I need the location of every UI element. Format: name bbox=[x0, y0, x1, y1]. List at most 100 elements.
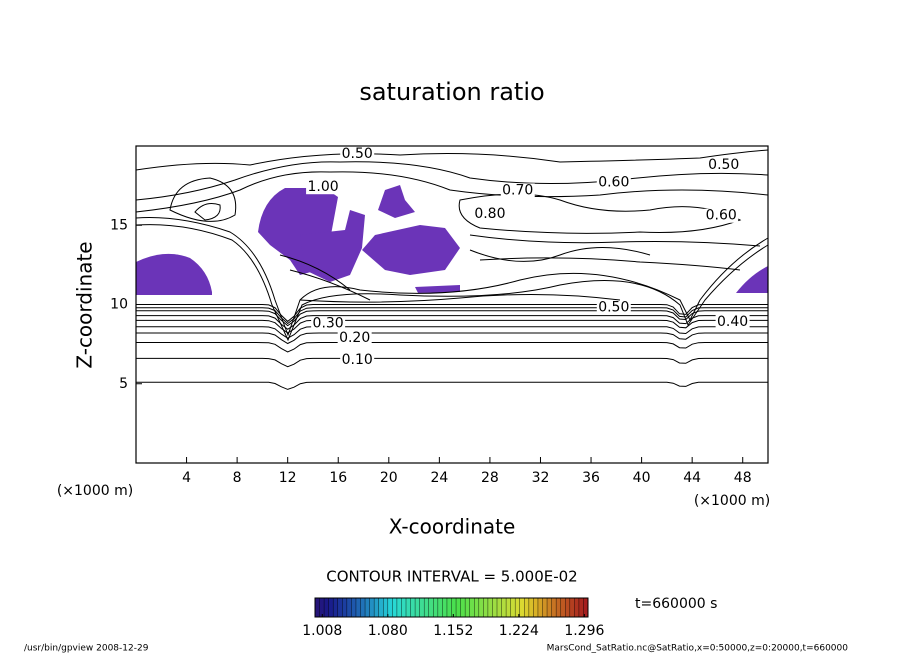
colorbar-cell bbox=[560, 598, 566, 617]
colorbar-cell bbox=[524, 598, 530, 617]
colorbar-cell bbox=[437, 598, 443, 617]
contour-label: 0.60 bbox=[706, 208, 737, 224]
x-tick-label: 36 bbox=[582, 470, 600, 486]
contour-label: 0.60 bbox=[598, 174, 629, 190]
x-tick-label: 24 bbox=[430, 470, 448, 486]
colorbar-cell bbox=[319, 598, 325, 617]
colorbar-cell bbox=[537, 598, 543, 617]
x-tick-label: 4 bbox=[182, 470, 191, 486]
colorbar-cell bbox=[574, 598, 580, 617]
contour-label-bg bbox=[306, 180, 341, 195]
colorbar-cell bbox=[569, 598, 575, 617]
colorbar-cell bbox=[528, 598, 534, 617]
colorbar-cell bbox=[355, 598, 361, 617]
colorbar-cell bbox=[483, 598, 489, 617]
colorbar-cell bbox=[460, 598, 466, 617]
colorbar-cell bbox=[401, 598, 407, 617]
contour-line bbox=[136, 342, 768, 353]
x-tick-label: 48 bbox=[734, 470, 752, 486]
y-tick-label: 10 bbox=[110, 297, 128, 313]
contour-line bbox=[136, 304, 768, 323]
colorbar-cell bbox=[415, 598, 421, 617]
colorbar-cell bbox=[410, 598, 416, 617]
colorbar-cell bbox=[565, 598, 571, 617]
contour-label-bg bbox=[340, 146, 375, 161]
colorbar-cell bbox=[346, 598, 352, 617]
colorbar-cell bbox=[533, 598, 539, 617]
x-tick-label: 16 bbox=[329, 470, 347, 486]
x-tick-label: 40 bbox=[633, 470, 651, 486]
colorbar-tick-label: 1.008 bbox=[302, 623, 342, 639]
colorbar-tick-label: 1.080 bbox=[368, 623, 408, 639]
y-tick-label: 5 bbox=[119, 376, 128, 392]
colorbar-cell bbox=[406, 598, 412, 617]
colorbar-cell bbox=[510, 598, 516, 617]
contour-label: 0.70 bbox=[502, 182, 533, 198]
colorbar-cell bbox=[374, 598, 380, 617]
colorbar-cell bbox=[492, 598, 498, 617]
colorbar-cell bbox=[556, 598, 562, 617]
y-axis-label: Z-coordinate bbox=[73, 241, 97, 368]
colorbar-cell bbox=[456, 598, 462, 617]
contour-line bbox=[136, 326, 768, 339]
x-tick-label: 8 bbox=[233, 470, 242, 486]
contour-label: 0.50 bbox=[708, 157, 739, 173]
contour-label-bg bbox=[337, 330, 372, 345]
colorbar-cell bbox=[333, 598, 339, 617]
colorbar-cell bbox=[342, 598, 348, 617]
colorbar-cell bbox=[396, 598, 402, 617]
colorbar-tick-label: 1.224 bbox=[499, 623, 539, 639]
footer-left: /usr/bin/gpview 2008-12-29 bbox=[24, 644, 149, 654]
shaded-area bbox=[136, 253, 212, 295]
contour-label-bg bbox=[311, 316, 346, 331]
y-tick-label: 15 bbox=[110, 217, 128, 233]
colorbar-cell bbox=[519, 598, 525, 617]
colorbar-cell bbox=[442, 598, 448, 617]
colorbar-cell bbox=[446, 598, 452, 617]
colorbar-cell bbox=[501, 598, 507, 617]
colorbar-cell bbox=[551, 598, 557, 617]
colorbar-cell bbox=[419, 598, 425, 617]
contour-label-bg bbox=[704, 208, 739, 223]
contour-line bbox=[136, 310, 768, 327]
cloud-region bbox=[136, 185, 768, 295]
shaded-area bbox=[736, 266, 768, 293]
colorbar-cell bbox=[497, 598, 503, 617]
shaded-area bbox=[378, 185, 415, 218]
contour-label-bg bbox=[706, 158, 741, 173]
contour-line bbox=[136, 332, 768, 345]
contour-line bbox=[136, 307, 768, 325]
colorbar-cell bbox=[424, 598, 430, 617]
colorbar-tick-label: 1.152 bbox=[433, 623, 473, 639]
x-axis-label: X-coordinate bbox=[389, 515, 516, 539]
colorbar-cell bbox=[360, 598, 366, 617]
colorbar-cell bbox=[337, 598, 343, 617]
colorbar-cell bbox=[542, 598, 548, 617]
contour-label: 0.10 bbox=[342, 352, 373, 368]
colorbar-cell bbox=[451, 598, 457, 617]
colorbar-cell bbox=[351, 598, 357, 617]
colorbar-cell bbox=[392, 598, 398, 617]
contour-label-bg bbox=[472, 207, 507, 222]
x-tick-label: 20 bbox=[380, 470, 398, 486]
contour-label: 0.20 bbox=[339, 330, 370, 346]
contour-label: 0.30 bbox=[313, 316, 344, 332]
colorbar-cell bbox=[469, 598, 475, 617]
x-tick-label: 32 bbox=[532, 470, 550, 486]
contour-line bbox=[136, 381, 768, 390]
colorbar-cell bbox=[383, 598, 389, 617]
colorbar-cell bbox=[506, 598, 512, 617]
contour-label: 0.50 bbox=[598, 300, 629, 316]
x-tick-label: 28 bbox=[481, 470, 499, 486]
contour-line bbox=[136, 357, 768, 368]
contour-texture bbox=[135, 149, 769, 342]
x-tick-label: 12 bbox=[279, 470, 297, 486]
contour-line bbox=[136, 315, 768, 330]
contour-label-bg bbox=[715, 314, 750, 329]
colorbar-cell bbox=[547, 598, 553, 617]
x-unit: (×1000 m) bbox=[57, 483, 133, 499]
colorbar-cell bbox=[428, 598, 434, 617]
colorbar-cell bbox=[378, 598, 384, 617]
colorbar-cell bbox=[478, 598, 484, 617]
